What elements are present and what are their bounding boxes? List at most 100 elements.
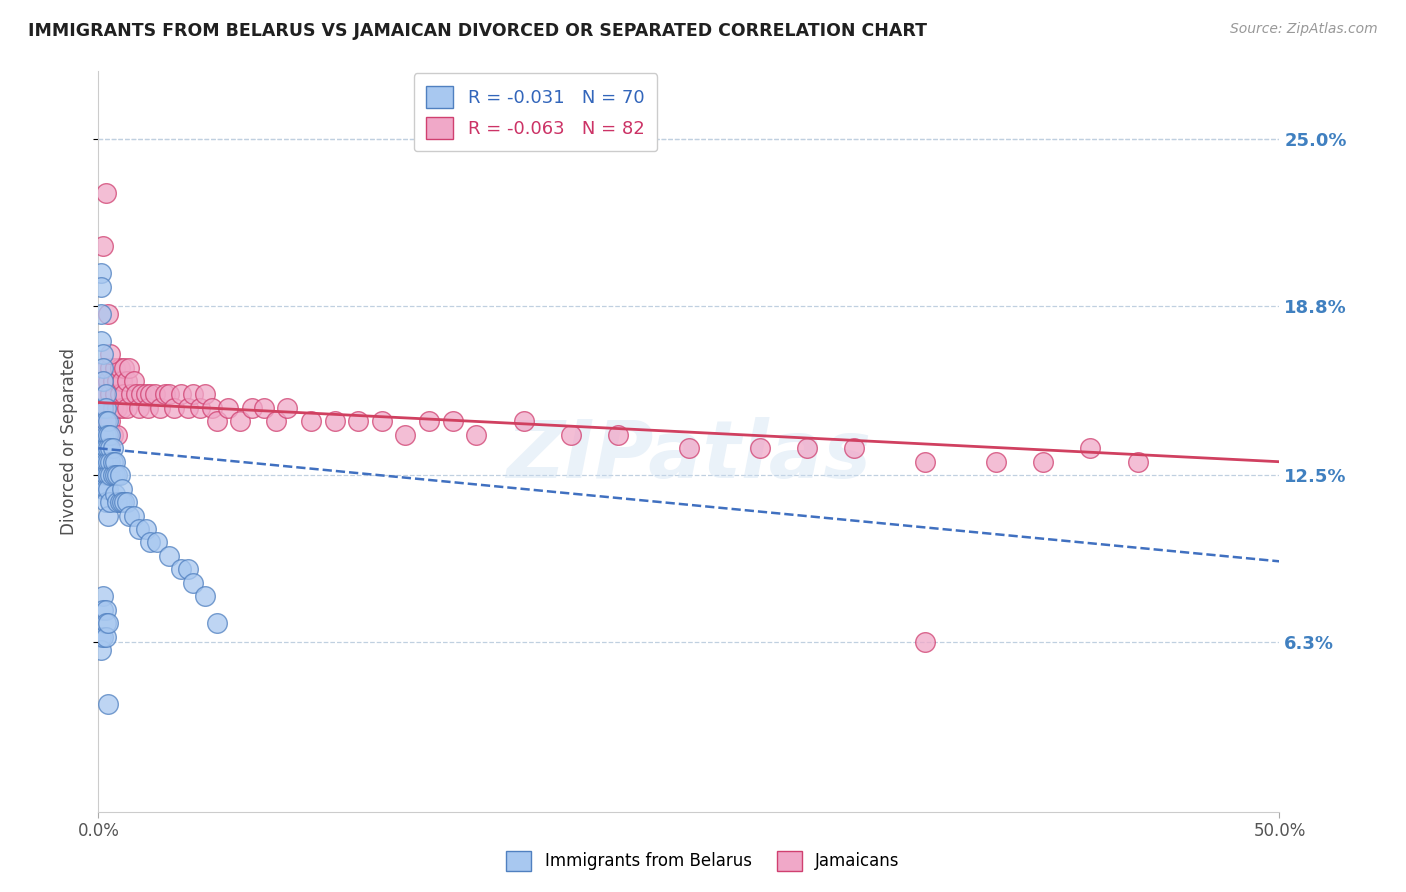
Point (560, 427, 582, 442)
Point (111, 374, 134, 388)
Point (984, 455, 1007, 469)
Point (97, 508, 120, 523)
Point (97, 482, 120, 496)
Point (105, 427, 128, 442)
Point (112, 387, 135, 401)
Point (143, 387, 166, 401)
Point (914, 635, 936, 649)
Point (91, 482, 114, 496)
Point (101, 442, 124, 456)
Point (201, 401, 224, 415)
Point (465, 427, 488, 442)
Point (105, 374, 128, 388)
Point (188, 401, 211, 415)
Point (101, 455, 124, 469)
Point (205, 414, 228, 428)
Point (97, 616, 120, 631)
Point (108, 360, 131, 375)
Point (115, 374, 138, 388)
Point (105, 468, 128, 483)
Point (104, 360, 127, 375)
Point (136, 401, 159, 415)
Point (394, 427, 416, 442)
Point (253, 401, 276, 415)
Point (94, 495, 117, 509)
Point (90, 334, 112, 348)
Point (115, 495, 138, 509)
Point (94, 442, 117, 456)
Point (91, 630, 114, 644)
Point (111, 495, 134, 509)
Point (299, 414, 322, 428)
Point (177, 562, 200, 576)
Point (90, 387, 112, 401)
Point (170, 387, 193, 401)
Point (98, 495, 121, 509)
Point (112, 495, 135, 509)
Point (94, 186, 117, 200)
Point (441, 414, 464, 428)
Point (91, 427, 114, 442)
Point (91, 603, 114, 617)
Point (181, 387, 204, 401)
Point (170, 562, 193, 576)
Point (104, 468, 127, 483)
Point (101, 401, 124, 415)
Point (94, 455, 117, 469)
Point (91, 374, 114, 388)
Point (91, 468, 114, 483)
Point (118, 508, 141, 523)
Point (276, 401, 298, 415)
Point (163, 401, 186, 415)
Point (139, 535, 162, 549)
Point (91, 360, 114, 375)
Point (101, 374, 124, 388)
Point (97, 374, 120, 388)
Point (94, 387, 117, 401)
Point (607, 427, 630, 442)
Point (108, 495, 131, 509)
Text: ZIPatlas: ZIPatlas (506, 417, 872, 495)
Point (105, 495, 128, 509)
Point (98, 347, 121, 361)
Point (97, 307, 120, 321)
Point (91, 239, 114, 253)
Point (97, 442, 120, 456)
Point (229, 414, 252, 428)
Point (98, 455, 121, 469)
Point (1032, 455, 1054, 469)
Point (97, 697, 120, 711)
Point (105, 401, 128, 415)
Point (914, 455, 936, 469)
Point (98, 427, 121, 442)
Point (128, 401, 150, 415)
Legend: Immigrants from Belarus, Jamaicans: Immigrants from Belarus, Jamaicans (498, 842, 908, 880)
Text: IMMIGRANTS FROM BELARUS VS JAMAICAN DIVORCED OR SEPARATED CORRELATION CHART: IMMIGRANTS FROM BELARUS VS JAMAICAN DIVO… (28, 22, 927, 40)
Point (97, 468, 120, 483)
Point (97, 401, 120, 415)
Point (97, 427, 120, 442)
Point (205, 616, 228, 631)
Point (129, 387, 152, 401)
Point (125, 387, 148, 401)
Point (94, 482, 117, 496)
Point (108, 468, 131, 483)
Point (347, 414, 370, 428)
Point (240, 401, 263, 415)
Point (1126, 455, 1149, 469)
Point (194, 590, 217, 604)
Point (90, 414, 112, 428)
Point (98, 442, 121, 456)
Point (748, 442, 770, 456)
Point (91, 401, 114, 415)
Point (181, 575, 204, 590)
Point (371, 414, 394, 428)
Point (94, 401, 117, 415)
Point (153, 387, 176, 401)
Point (90, 266, 112, 280)
Point (128, 522, 150, 536)
Point (94, 414, 117, 428)
Point (111, 401, 134, 415)
Legend: R = -0.031   N = 70, R = -0.063   N = 82: R = -0.031 N = 70, R = -0.063 N = 82 (413, 73, 657, 152)
Point (98, 468, 121, 483)
